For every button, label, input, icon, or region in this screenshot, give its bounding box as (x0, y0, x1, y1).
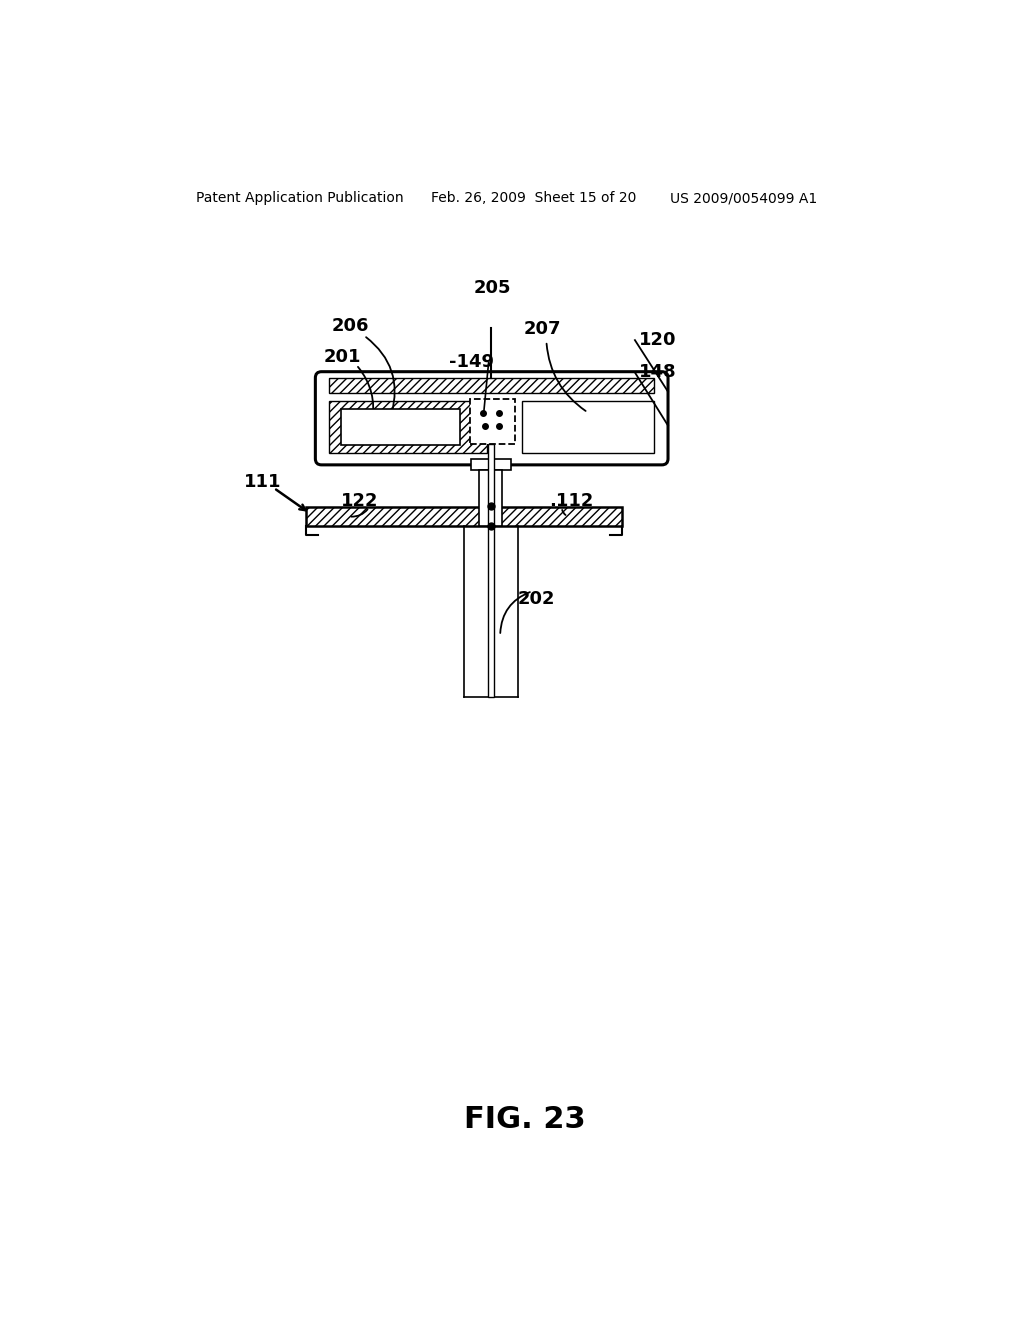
Bar (306, 507, 622, 525)
Text: 120: 120 (639, 331, 676, 348)
FancyBboxPatch shape (315, 372, 668, 465)
Text: 202: 202 (517, 590, 555, 607)
Text: Patent Application Publication: Patent Application Publication (196, 191, 403, 206)
Text: 122: 122 (341, 492, 379, 510)
Bar (330, 401, 487, 453)
Bar (341, 409, 460, 445)
Text: 206: 206 (331, 317, 369, 335)
Bar (330, 378, 654, 393)
Text: .112: .112 (549, 492, 593, 510)
Text: FIG. 23: FIG. 23 (464, 1105, 586, 1134)
Text: 201: 201 (324, 348, 361, 366)
Bar (487, 444, 494, 697)
Bar (330, 401, 487, 453)
Text: -149: -149 (450, 354, 495, 371)
Text: 111: 111 (245, 473, 282, 491)
Bar (330, 378, 654, 393)
Text: 207: 207 (523, 321, 561, 338)
Bar (470, 400, 515, 444)
Text: 205: 205 (474, 279, 511, 297)
Bar (521, 401, 654, 453)
Text: Feb. 26, 2009  Sheet 15 of 20: Feb. 26, 2009 Sheet 15 of 20 (431, 191, 636, 206)
Bar (479, 470, 503, 525)
Bar (471, 459, 511, 470)
Text: 148: 148 (639, 363, 677, 381)
Text: US 2009/0054099 A1: US 2009/0054099 A1 (670, 191, 817, 206)
Bar (306, 507, 622, 525)
